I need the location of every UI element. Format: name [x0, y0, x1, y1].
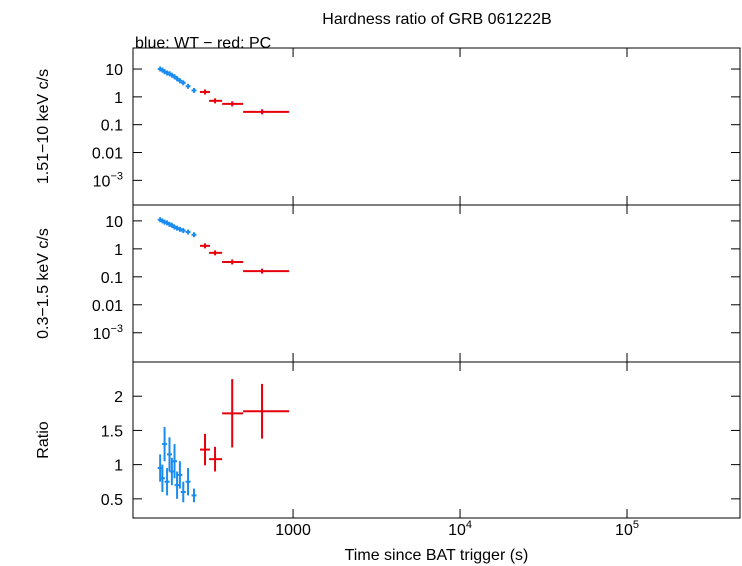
y-tick-label: 10−3 [93, 323, 123, 343]
y-tick-label: 0.01 [92, 146, 123, 163]
y-tick-label: 1.5 [101, 423, 123, 440]
chart-subtitle: blue: WT − red: PC [135, 35, 271, 52]
y-axis-label: 1.51−10 keV c/s [35, 69, 52, 184]
x-axis-label: Time since BAT trigger (s) [345, 547, 529, 564]
y-tick-label: 1 [114, 458, 123, 475]
y-tick-label: 0.5 [101, 492, 123, 509]
x-tick-label: 105 [615, 519, 639, 539]
plot-frame [132, 204, 741, 363]
y-tick-label: 2 [114, 389, 123, 406]
y-axis-label: Ratio [35, 421, 52, 458]
plot-frame [132, 361, 741, 519]
y-tick-label: 1 [114, 242, 123, 259]
y-tick-label: 10−3 [93, 170, 123, 190]
y-tick-label: 1 [114, 90, 123, 107]
x-tick-label: 104 [448, 519, 472, 539]
chart-title: Hardness ratio of GRB 061222B [322, 11, 551, 28]
plot-frame [132, 47, 741, 206]
y-axis-label: 0.3−1.5 keV c/s [35, 228, 52, 339]
y-tick-label: 10 [105, 214, 123, 231]
y-tick-label: 0.1 [101, 118, 123, 135]
y-tick-label: 10 [105, 62, 123, 79]
y-tick-label: 0.1 [101, 270, 123, 287]
x-tick-label: 1000 [275, 522, 311, 539]
y-tick-label: 0.01 [92, 298, 123, 315]
